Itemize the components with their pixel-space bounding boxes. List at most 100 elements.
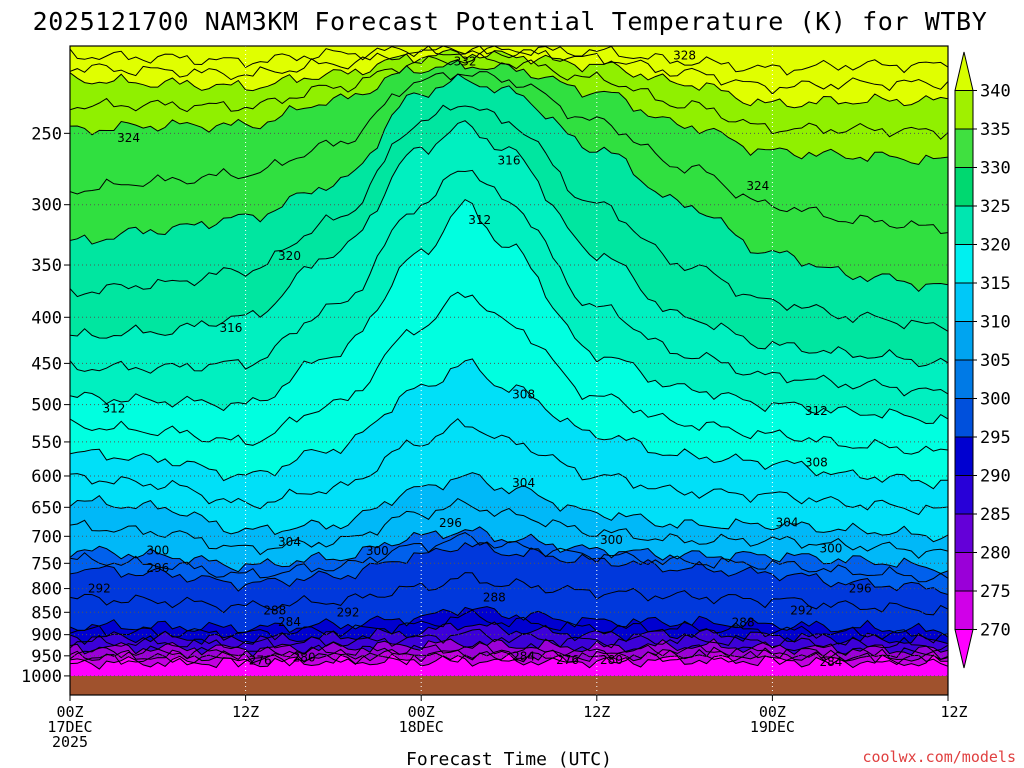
contour-label-31: 284 — [512, 650, 535, 664]
contour-label-0: 332 — [454, 54, 477, 68]
colorbar-label-330: 330 — [980, 159, 1011, 179]
contour-label-30: 276 — [249, 654, 272, 668]
colorbar-box-14 — [954, 590, 974, 630]
isentrope-328 — [70, 48, 948, 109]
colorbar-box-4 — [954, 205, 974, 245]
colorbar-box-10 — [954, 436, 974, 476]
isentrope-318 — [70, 104, 948, 332]
colorbar-box-3 — [954, 167, 974, 207]
isentrope-330 — [70, 46, 948, 95]
colorbar-box-6 — [954, 282, 974, 322]
x-tick-label-0-2: 2025 — [52, 733, 88, 751]
y-tick-label-650: 650 — [31, 498, 62, 518]
isentrope-296 — [70, 542, 948, 595]
colorbar-cap-top — [954, 51, 974, 91]
isentrope-306 — [70, 418, 948, 516]
contour-label-34: 284 — [819, 655, 842, 669]
y-tick-label-750: 750 — [31, 554, 62, 574]
colorbar-label-285: 285 — [980, 505, 1011, 525]
colorbar-box-12 — [954, 513, 974, 553]
colorbar-box-1 — [954, 90, 974, 130]
y-tick-label-450: 450 — [31, 354, 62, 374]
contour-label-2: 324 — [117, 131, 140, 145]
y-tick-label-350: 350 — [31, 256, 62, 276]
colorbar-box-8 — [954, 359, 974, 399]
isentrope-284 — [70, 638, 948, 658]
contour-label-13: 304 — [776, 516, 799, 530]
y-tick-label-550: 550 — [31, 433, 62, 453]
x-tick-label-60-0: 12Z — [940, 703, 967, 721]
plot-area: 332 328 324 324 316 320 312 316 308 312 312 308 304 3… — [70, 46, 948, 695]
x-axis-label: Forecast Time (UTC) — [406, 749, 612, 768]
contour-label-23: 288 — [483, 590, 506, 604]
x-tick-label-36-0: 12Z — [583, 703, 610, 721]
y-tick-label-1000: 1000 — [21, 667, 62, 687]
y-tick-label-950: 950 — [31, 647, 62, 667]
colorbar-label-290: 290 — [980, 467, 1011, 487]
x-tick-label-48-0: 00Z — [759, 703, 786, 721]
y-tick-label-800: 800 — [31, 580, 62, 600]
contour-label-14: 296 — [439, 516, 462, 530]
contour-label-15: 304 — [278, 535, 301, 549]
contour-label-21: 292 — [88, 582, 111, 596]
colorbar-label-320: 320 — [980, 236, 1011, 256]
isentrope-300 — [70, 526, 948, 575]
colorbar-box-2 — [954, 128, 974, 168]
isentrope-322 — [70, 71, 948, 235]
contour-label-5: 320 — [278, 249, 301, 263]
contour-labels: 332 328 324 324 316 320 312 316 308 312 312 308 304 3… — [88, 49, 872, 669]
colorbar-box-9 — [954, 398, 974, 438]
contour-label-26: 292 — [790, 603, 813, 617]
colorbar-box-5 — [954, 244, 974, 284]
x-tick-label-24-0: 00Z — [408, 703, 435, 721]
colorbar-box-11 — [954, 475, 974, 515]
x-tick-label-24-1: 18DEC — [399, 718, 444, 736]
isentrope-288 — [70, 621, 948, 645]
y-tick-label-900: 900 — [31, 626, 62, 646]
isentrope-312 — [70, 198, 948, 425]
colorbar-label-340: 340 — [980, 82, 1011, 102]
contour-label-12: 304 — [512, 476, 535, 490]
isentrope-324 — [70, 59, 948, 165]
colorbar-cap-bottom — [954, 629, 974, 669]
isentrope-302 — [70, 497, 948, 559]
contour-label-22: 296 — [849, 582, 872, 596]
x-tick-label-48-1: 19DEC — [750, 718, 795, 736]
colorbar: 340 335 330 325 320 315 310 305 300 295 290 285 280 2… — [954, 51, 1011, 669]
contour-label-25: 292 — [337, 605, 360, 619]
y-tick-label-600: 600 — [31, 467, 62, 487]
isentrope-320 — [70, 73, 948, 292]
isentrope-280 — [70, 646, 948, 664]
source-credit: coolwx.com/models — [862, 748, 1016, 766]
isentrope-310 — [70, 291, 948, 455]
contour-label-27: 284 — [278, 615, 301, 629]
isentrope-316 — [70, 120, 948, 368]
contour-label-3: 324 — [746, 179, 769, 193]
contour-label-17: 300 — [366, 544, 389, 558]
isentrope-314 — [70, 169, 948, 397]
isentrope-298 — [70, 532, 948, 583]
y-tick-label-250: 250 — [31, 124, 62, 144]
contour-label-29: 280 — [293, 650, 316, 664]
y-tick-label-700: 700 — [31, 527, 62, 547]
y-tick-label-850: 850 — [31, 603, 62, 623]
colorbar-label-305: 305 — [980, 351, 1011, 371]
y-axis-ticks: 250 300 350 400 450 500 550 600 650 700 750 800 850 9… — [21, 124, 70, 687]
contour-label-32: 276 — [556, 653, 579, 667]
isentrope-292 — [70, 606, 948, 638]
grid-lines — [70, 46, 948, 695]
ground-surface — [70, 676, 948, 695]
y-tick-label-500: 500 — [31, 396, 62, 416]
contour-label-6: 312 — [468, 213, 491, 227]
contour-label-24: 288 — [263, 603, 286, 617]
x-tick-label-0-0: 00Z — [56, 703, 83, 721]
isentrope-308 — [70, 358, 948, 490]
colorbar-label-315: 315 — [980, 274, 1011, 294]
isentrope-304 — [70, 472, 948, 543]
contour-label-11: 308 — [805, 456, 828, 470]
isentrope-290 — [70, 609, 948, 644]
isentrope-286 — [70, 628, 948, 652]
isentrope-lines — [70, 46, 948, 670]
colorbar-label-270: 270 — [980, 621, 1011, 641]
